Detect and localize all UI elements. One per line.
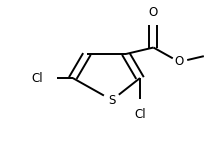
Text: O: O	[174, 55, 184, 68]
Text: Cl: Cl	[31, 72, 43, 85]
Text: Cl: Cl	[134, 108, 146, 121]
Text: S: S	[108, 94, 116, 107]
Text: O: O	[149, 6, 158, 19]
